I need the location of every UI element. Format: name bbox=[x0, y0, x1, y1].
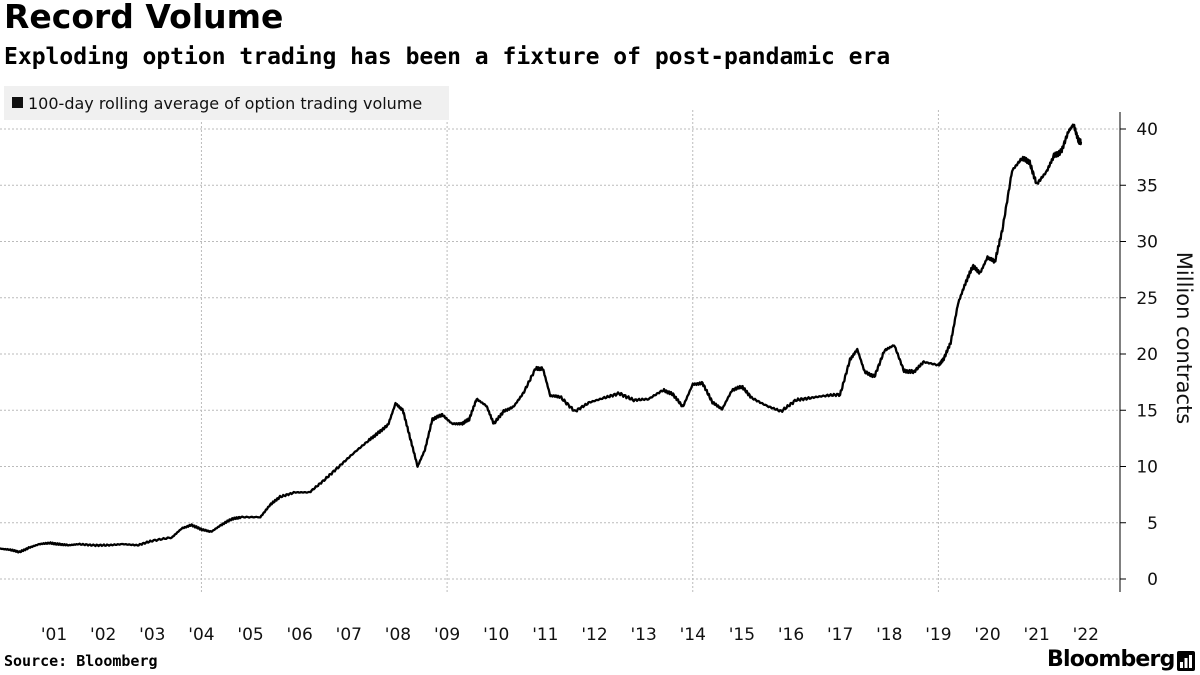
x-axis-ticks: '01 '02 '03 '04 '05 '06 '07 '08 '09 '10 '11 '12 '13 '… bbox=[41, 625, 1099, 645]
series-line-option-volume bbox=[0, 123, 1083, 554]
grid-lines bbox=[0, 110, 1120, 592]
y-tick-label-4: 20 bbox=[1136, 345, 1158, 365]
x-tick-label-3: '04 bbox=[188, 625, 214, 645]
x-tick-label-14: '15 bbox=[729, 625, 755, 645]
x-tick-label-13: '14 bbox=[680, 625, 706, 645]
x-tick-label-7: '08 bbox=[385, 625, 411, 645]
x-tick-label-9: '10 bbox=[483, 625, 509, 645]
legend-background bbox=[4, 86, 449, 120]
x-tick-label-8: '09 bbox=[434, 625, 460, 645]
y-axis-label: Million contracts bbox=[1172, 252, 1196, 424]
y-tick-label-7: 35 bbox=[1136, 176, 1158, 196]
x-tick-label-5: '06 bbox=[287, 625, 313, 645]
legend-label: 100-day rolling average of option tradin… bbox=[28, 94, 422, 113]
y-tick-label-6: 30 bbox=[1136, 233, 1158, 253]
x-tick-label-6: '07 bbox=[336, 625, 362, 645]
x-tick-label-0: '01 bbox=[41, 625, 67, 645]
x-tick-label-15: '16 bbox=[778, 625, 804, 645]
source-note: Source: Bloomberg bbox=[4, 652, 158, 670]
x-tick-label-20: '21 bbox=[1024, 625, 1050, 645]
y-tick-label-8: 40 bbox=[1136, 120, 1158, 140]
y-tick-label-3: 15 bbox=[1136, 401, 1158, 421]
legend-swatch bbox=[12, 97, 23, 108]
x-tick-label-16: '17 bbox=[827, 625, 853, 645]
y-tick-label-1: 5 bbox=[1147, 514, 1158, 534]
x-tick-label-1: '02 bbox=[90, 625, 116, 645]
chart-title: Record Volume bbox=[4, 0, 284, 36]
y-axis-ticks: 0 5 10 15 20 25 30 35 40 bbox=[1120, 120, 1158, 590]
x-tick-label-18: '19 bbox=[925, 625, 951, 645]
bar-chart-icon bbox=[1177, 651, 1195, 671]
y-tick-label-2: 10 bbox=[1136, 458, 1158, 478]
legend: 100-day rolling average of option tradin… bbox=[4, 86, 449, 120]
x-tick-label-17: '18 bbox=[876, 625, 902, 645]
x-tick-label-21: '22 bbox=[1073, 625, 1099, 645]
x-tick-label-4: '05 bbox=[237, 625, 263, 645]
x-tick-label-19: '20 bbox=[974, 625, 1000, 645]
x-tick-label-12: '13 bbox=[630, 625, 656, 645]
brand-logo: Bloomberg bbox=[1047, 647, 1175, 672]
chart-subtitle: Exploding option trading has been a fixt… bbox=[4, 44, 891, 70]
x-tick-label-2: '03 bbox=[139, 625, 165, 645]
axes bbox=[1119, 112, 1121, 592]
y-tick-label-0: 0 bbox=[1147, 570, 1158, 590]
x-tick-label-11: '12 bbox=[581, 625, 607, 645]
y-tick-label-5: 25 bbox=[1136, 289, 1158, 309]
x-tick-label-10: '11 bbox=[532, 625, 558, 645]
